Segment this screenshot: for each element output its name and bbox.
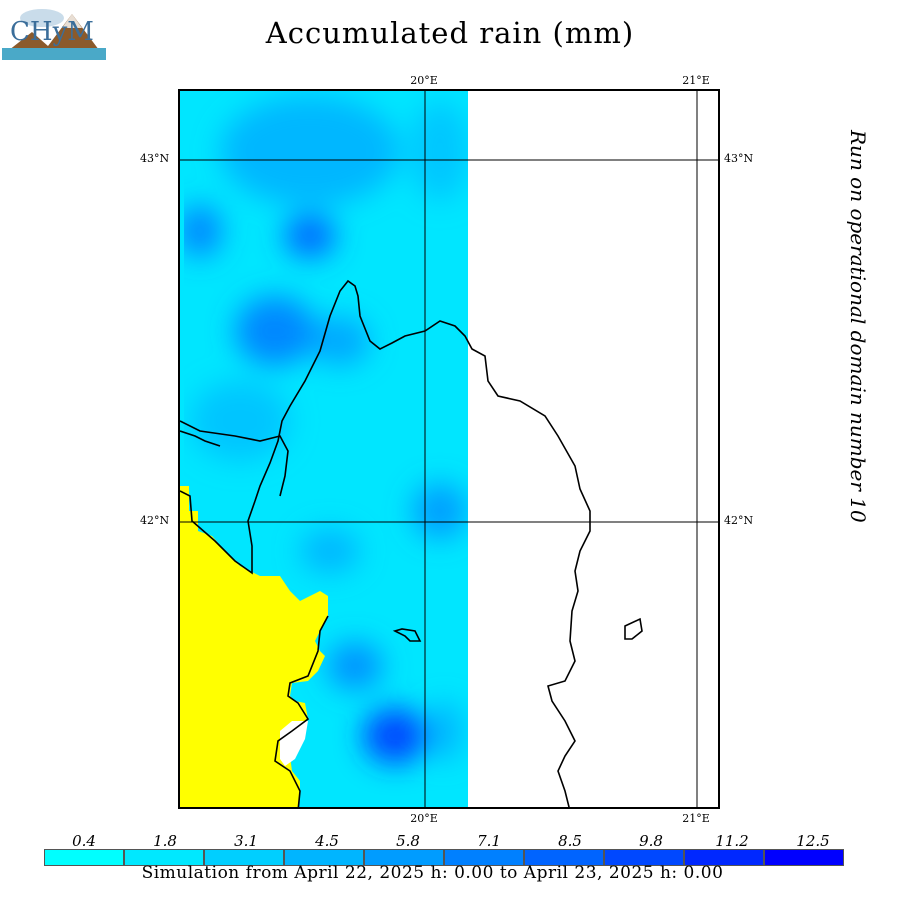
colorbar-label: 4.5 xyxy=(315,832,339,850)
coastlines-and-borders xyxy=(180,279,643,807)
lagoon xyxy=(280,721,308,766)
colorbar-label: 5.8 xyxy=(396,832,420,850)
lon-tick-bottom: 21°E xyxy=(682,812,710,825)
rain-intensity-blobs xyxy=(180,96,470,764)
simulation-period: Simulation from April 22, 2025 h: 0.00 t… xyxy=(141,863,724,883)
map-title: Accumulated rain (mm) xyxy=(265,16,635,50)
colorbar-label: 1.8 xyxy=(153,832,177,850)
colorbar-label: 8.5 xyxy=(558,832,582,850)
logo-text: CHyM xyxy=(10,17,94,47)
lat-tick-right: 43°N xyxy=(724,152,754,165)
colorbar-swatch xyxy=(604,849,684,866)
lon-tick-top: 21°E xyxy=(682,74,710,87)
no-data-area xyxy=(468,91,718,807)
lat-tick-left: 42°N xyxy=(140,514,170,527)
colorbar-label: 11.2 xyxy=(715,832,749,850)
colorbar-label: 9.8 xyxy=(639,832,663,850)
colorbar-swatch xyxy=(204,849,284,866)
lon-tick-top: 20°E xyxy=(410,74,438,87)
colorbar-label: 0.4 xyxy=(72,832,96,850)
colorbar-swatch xyxy=(764,849,844,866)
colorbar-swatch xyxy=(684,849,764,866)
colorbar-label: 3.1 xyxy=(234,832,258,850)
colorbar-swatch xyxy=(44,849,124,866)
colorbar-swatch xyxy=(444,849,524,866)
colorbar-label: 12.5 xyxy=(796,832,830,850)
chym-logo: CHyM xyxy=(2,2,106,60)
colorbar-label: 7.1 xyxy=(477,832,501,850)
colorbar-swatch xyxy=(284,849,364,866)
lat-tick-left: 43°N xyxy=(140,152,170,165)
colorbar-swatch xyxy=(364,849,444,866)
graticule xyxy=(180,91,718,807)
colorbar xyxy=(44,849,844,866)
rainfall-map xyxy=(180,91,718,807)
lon-tick-bottom: 20°E xyxy=(410,812,438,825)
domain-run-label: Run on operational domain number 10 xyxy=(846,130,870,523)
map-panel xyxy=(178,89,720,809)
colorbar-swatch xyxy=(524,849,604,866)
lat-tick-right: 42°N xyxy=(724,514,754,527)
colorbar-swatch xyxy=(124,849,204,866)
